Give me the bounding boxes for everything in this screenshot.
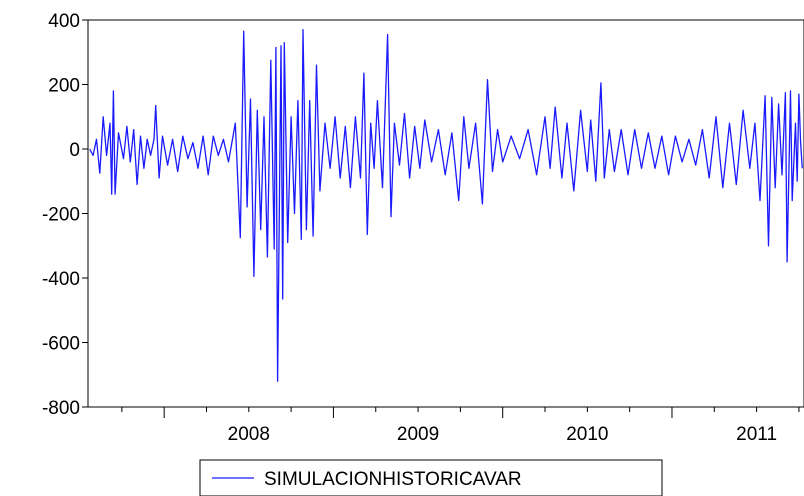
- x-tick-labels: 2008 2009 2010 2011: [228, 424, 777, 445]
- x-axis-ticks: [121, 407, 800, 418]
- y-tick-label: -800: [42, 398, 80, 419]
- x-tick-label: 2008: [228, 424, 270, 445]
- x-tick-label: 2010: [566, 424, 608, 445]
- y-tick-label: 400: [48, 11, 80, 32]
- y-axis-ticks: [82, 19, 88, 408]
- x-tick-label: 2009: [397, 424, 439, 445]
- legend: SIMULACIONHISTORICAVAR: [199, 459, 663, 496]
- series-line: [89, 29, 803, 382]
- legend-label: SIMULACIONHISTORICAVAR: [264, 469, 522, 490]
- y-tick-label: -600: [42, 334, 80, 355]
- plot-frame: [87, 19, 804, 408]
- y-tick-label: -400: [42, 269, 80, 290]
- legend-box: [199, 459, 663, 496]
- y-tick-label: -200: [42, 205, 80, 226]
- x-tick-label: 2011: [736, 424, 777, 445]
- y-tick-label: 200: [48, 76, 80, 97]
- y-tick-label: 0: [69, 140, 80, 161]
- y-tick-labels: 400 200 0 -200 -400 -600 -800: [42, 11, 80, 419]
